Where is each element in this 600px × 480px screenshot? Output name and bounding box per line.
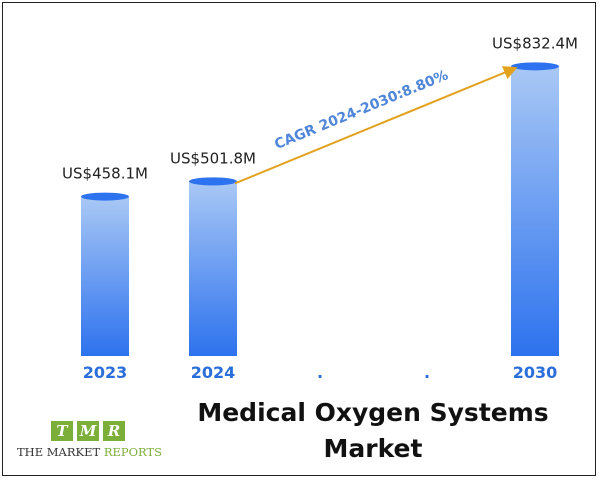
the-market-reports-logo: T M R THE MARKET REPORTS [17, 421, 167, 459]
value-label-2030: US$832.4M [492, 34, 578, 52]
bar-2030 [511, 62, 559, 356]
value-label-2023: US$458.1M [62, 165, 148, 183]
bar-chart: US$458.1M 2023 US$501.8M 2024 US$832.4M 2030.… [62, 34, 578, 382]
logo-wordmark-reports: REPORTS [103, 445, 163, 459]
category-label-2024: 2024 [191, 363, 236, 382]
gap-marker: . [317, 363, 323, 382]
value-label-2024: US$501.8M [170, 149, 256, 167]
logo-letter-r: R [103, 421, 125, 441]
bar-2024 [189, 177, 237, 356]
gap-marker: . [424, 363, 430, 382]
logo-letter-t: T [51, 421, 73, 441]
logo-wordmark-the-market: THE MARKET [17, 445, 104, 459]
chart-title: Medical Oxygen Systems Market [197, 398, 549, 463]
category-label-2023: 2023 [83, 363, 128, 382]
cagr-arrow [234, 66, 518, 185]
category-label-2030: 2030 [513, 363, 558, 382]
chart-frame: US$458.1M 2023 US$501.8M 2024 US$832.4M 2030.… [2, 2, 596, 476]
logo-wordmark: THE MARKET REPORTS [17, 445, 167, 459]
bar-2023 [81, 192, 129, 356]
logo-letter-m: M [77, 421, 99, 441]
cagr-annotation: CAGR 2024-2030:8.80% [272, 67, 450, 153]
